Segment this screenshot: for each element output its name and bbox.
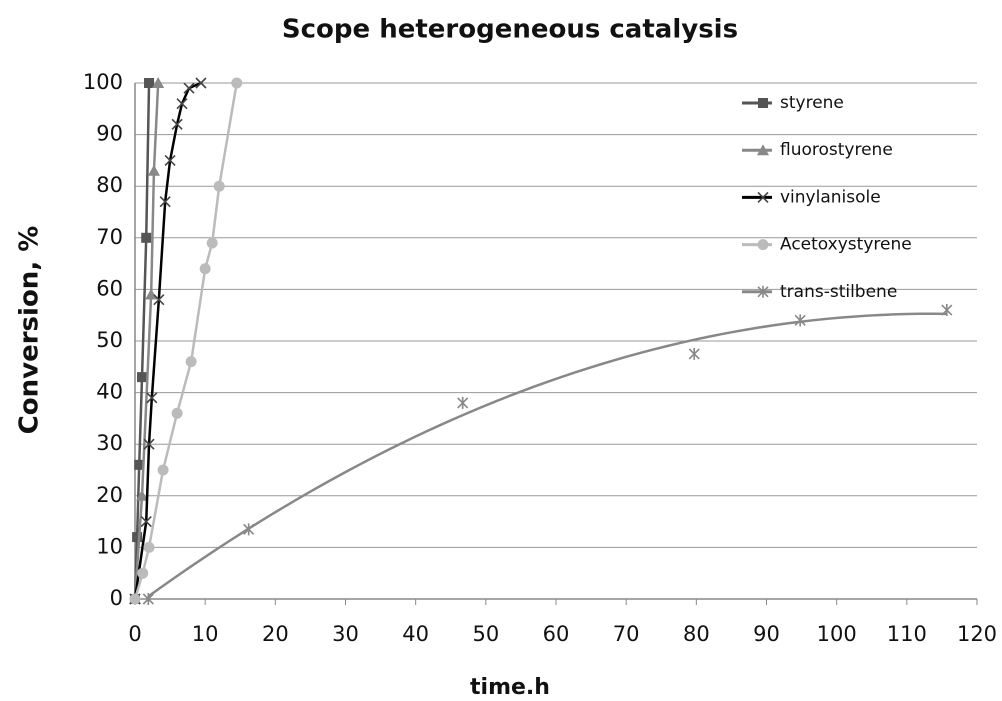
- marker: [794, 314, 806, 327]
- x-tick-label: 30: [332, 622, 359, 646]
- y-tick-label: 50: [96, 328, 123, 352]
- legend-marker: [757, 239, 769, 251]
- trend-line: [147, 312, 947, 598]
- x-tick-label: 20: [262, 622, 289, 646]
- legend-label: vinylanisole: [780, 187, 881, 207]
- marker: [142, 593, 154, 605]
- marker: [213, 180, 225, 192]
- y-tick-label: 0: [110, 586, 123, 610]
- marker: [243, 523, 255, 536]
- marker: [176, 98, 188, 110]
- marker: [145, 288, 158, 300]
- marker: [457, 396, 469, 409]
- marker: [134, 459, 145, 470]
- x-tick-label: 80: [683, 622, 710, 646]
- x-tick-label: 40: [402, 622, 429, 646]
- marker: [137, 567, 149, 579]
- marker: [206, 237, 218, 249]
- marker: [164, 154, 176, 166]
- x-tick-label: 110: [887, 622, 927, 646]
- x-tick-label: 50: [472, 622, 499, 646]
- marker: [171, 118, 183, 130]
- marker: [144, 78, 155, 88]
- y-tick-label: 70: [96, 225, 123, 249]
- y-tick-label: 90: [96, 122, 123, 146]
- y-tick-label: 100: [83, 70, 123, 94]
- marker: [132, 532, 143, 543]
- legend-label: fluorostyrene: [780, 140, 893, 160]
- legend-label: Acetoxystyrene: [780, 235, 912, 255]
- x-tick-label: 0: [128, 622, 141, 646]
- marker: [152, 77, 165, 88]
- y-tick-label: 20: [96, 483, 123, 507]
- marker: [941, 304, 953, 317]
- marker: [129, 593, 141, 605]
- marker: [195, 77, 207, 89]
- series-line: [133, 82, 238, 600]
- marker: [146, 392, 158, 404]
- marker: [171, 407, 183, 419]
- x-tick-label: 10: [192, 622, 219, 646]
- y-axis-label: Conversion, %: [15, 226, 45, 435]
- marker: [185, 356, 197, 368]
- series-line: [133, 82, 151, 600]
- chart-title: Scope heterogeneous catalysis: [282, 15, 738, 45]
- y-tick-label: 30: [96, 431, 123, 455]
- y-tick-label: 40: [96, 380, 123, 404]
- marker: [136, 489, 149, 501]
- x-tick-label: 60: [543, 622, 570, 646]
- y-tick-label: 10: [96, 534, 123, 558]
- marker: [143, 438, 155, 450]
- marker: [231, 77, 243, 89]
- legend-marker: [758, 98, 768, 108]
- x-tick-label: 70: [613, 622, 640, 646]
- legend-label: trans-stilbene: [780, 282, 897, 302]
- x-tick-label: 120: [957, 622, 997, 646]
- marker: [159, 196, 171, 208]
- marker: [199, 263, 211, 275]
- legend-label: styrene: [780, 93, 844, 113]
- legend-marker: [757, 285, 769, 298]
- marker: [183, 82, 195, 94]
- marker: [147, 164, 160, 176]
- x-tick-label: 90: [753, 622, 780, 646]
- marker: [688, 347, 700, 360]
- legend-marker: [757, 191, 769, 203]
- y-tick-label: 80: [96, 173, 123, 197]
- x-tick-label: 100: [817, 622, 857, 646]
- marker: [141, 232, 152, 243]
- x-axis-label: time.h: [470, 675, 550, 700]
- legend-marker: [757, 144, 769, 156]
- marker: [137, 372, 148, 383]
- marker: [157, 464, 169, 476]
- marker: [143, 541, 155, 553]
- marker: [153, 294, 165, 306]
- y-tick-label: 60: [96, 276, 123, 300]
- marker: [140, 516, 152, 528]
